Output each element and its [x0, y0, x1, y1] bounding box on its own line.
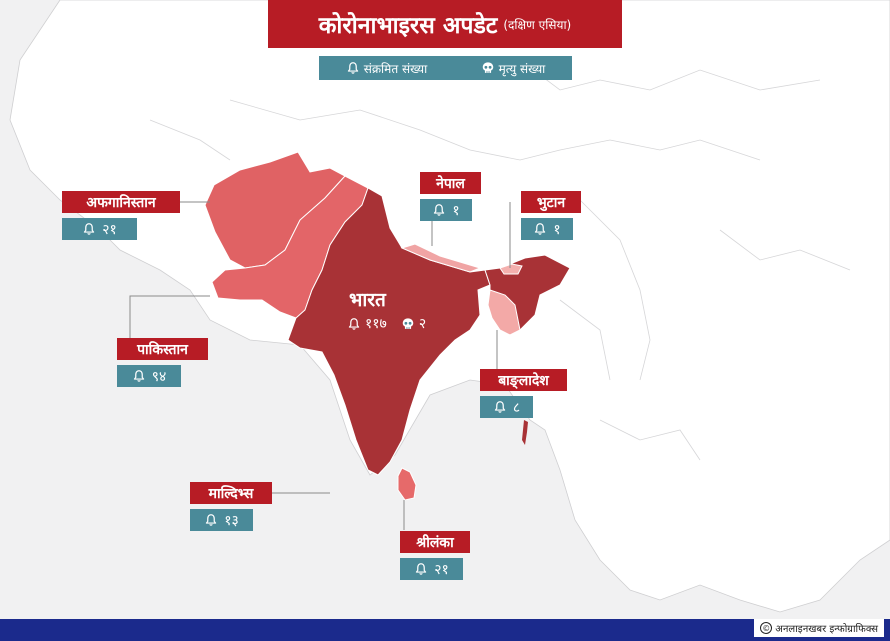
- india-infected: ११७: [365, 316, 387, 332]
- bhutan-infected: १: [553, 221, 561, 238]
- bell-icon: [82, 222, 96, 236]
- bhutan-label: भुटान: [521, 191, 581, 213]
- india-deaths-group: २: [401, 314, 426, 333]
- afghanistan-count: २१: [62, 218, 137, 240]
- bell-icon: [432, 203, 446, 217]
- india-region: [287, 187, 491, 476]
- nepal-count: १: [420, 199, 472, 221]
- pakistan-count: ९४: [117, 365, 181, 387]
- page-subtitle: (दक्षिण एसिया): [503, 17, 572, 32]
- srilanka-infected: २१: [434, 561, 449, 578]
- bell-icon: [493, 400, 507, 414]
- srilanka-label: श्रीलंका: [400, 531, 470, 553]
- andaman-islands: [522, 420, 528, 445]
- bell-icon: [414, 562, 428, 576]
- nepal-label: नेपाल: [420, 172, 481, 194]
- copyright-icon: ©: [760, 622, 773, 634]
- footer-bar: [0, 619, 890, 641]
- skull-icon: [401, 317, 415, 331]
- bell-icon: [204, 513, 218, 527]
- legend-deaths: मृत्यु संख्या: [481, 60, 546, 77]
- srilanka-region: [397, 467, 417, 501]
- nepal-region: [400, 243, 482, 273]
- legend-infected: संक्रमित संख्या: [346, 60, 427, 77]
- maldives-label: माल्दिभ्स: [190, 482, 272, 504]
- maldives-count: १३: [190, 509, 253, 531]
- bangladesh-label: बाङ्लादेश: [480, 369, 567, 391]
- legend: संक्रमित संख्या मृत्यु संख्या: [319, 56, 572, 80]
- pakistan-label: पाकिस्तान: [117, 338, 208, 360]
- srilanka-count: २१: [400, 558, 463, 580]
- page-title: कोरोनाभाइरस अपडेट: [318, 13, 498, 39]
- bhutan-count: १: [521, 218, 573, 240]
- bell-icon: [347, 317, 361, 331]
- india-infected-group: ११७: [347, 314, 387, 333]
- map-region-lines: [149, 59, 851, 461]
- pakistan-infected: ९४: [151, 368, 167, 385]
- legend-deaths-label: मृत्यु संख्या: [498, 61, 546, 76]
- india-stats: ११७ २: [347, 314, 426, 333]
- skull-icon: [481, 61, 495, 75]
- leader-lines: [129, 201, 511, 530]
- india-label: भारत: [349, 289, 386, 311]
- bell-icon: [132, 369, 146, 383]
- bangladesh-count: ८: [480, 396, 533, 418]
- india-deaths: २: [418, 316, 427, 332]
- afghanistan-infected: २१: [102, 221, 117, 238]
- nepal-infected: १: [452, 202, 460, 219]
- credit-badge: © अनलाइनखबर इन्फोग्राफिक्स: [754, 619, 884, 637]
- maldives-infected: १३: [224, 512, 239, 529]
- credit-text: अनलाइनखबर इन्फोग्राफिक्स: [775, 624, 878, 635]
- bell-icon: [346, 61, 360, 75]
- bangladesh-region: [487, 289, 521, 336]
- afghanistan-label: अफगानिस्तान: [62, 191, 180, 213]
- bell-icon: [533, 222, 547, 236]
- bangladesh-infected: ८: [512, 399, 521, 416]
- legend-infected-label: संक्रमित संख्या: [363, 61, 428, 76]
- title-banner: कोरोनाभाइरस अपडेट (दक्षिण एसिया): [268, 0, 622, 48]
